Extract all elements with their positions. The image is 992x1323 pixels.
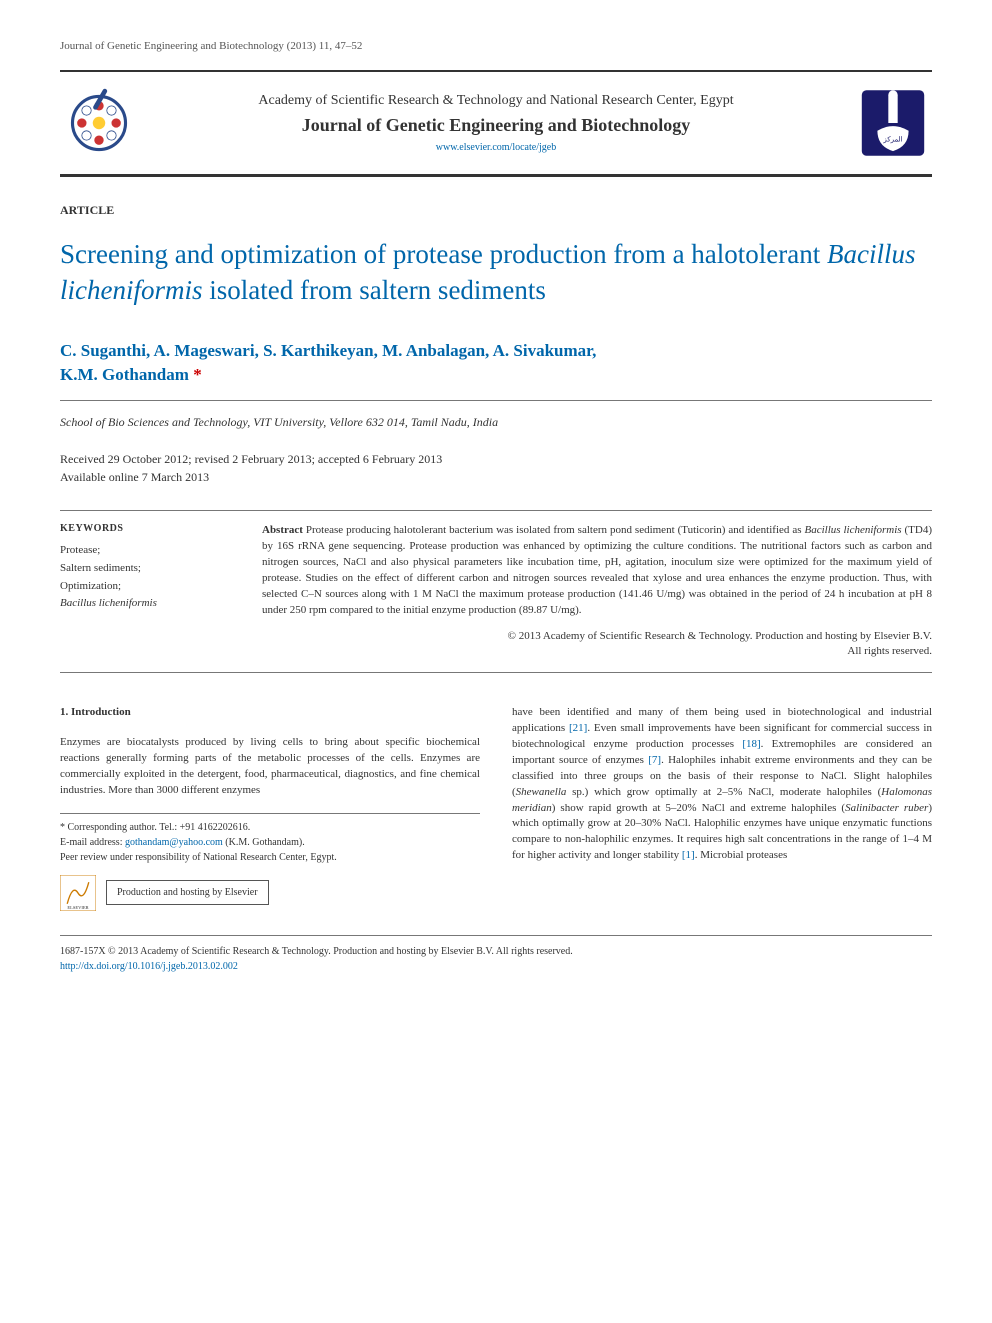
abstract-text: Protease producing halotolerant bacteriu…: [303, 524, 805, 536]
abstract-keywords-block: KEYWORDS Protease; Saltern sediments; Op…: [60, 510, 932, 672]
svg-text:المركز: المركز: [882, 136, 902, 144]
body-text: . Microbial proteases: [695, 849, 788, 861]
keywords-list: Protease; Saltern sediments; Optimizatio…: [60, 542, 230, 612]
article-type: ARTICLE: [60, 203, 932, 218]
corresponding-mark: *: [193, 365, 202, 384]
species-name: Salinibacter ruber: [845, 802, 928, 814]
keyword: Protease;: [60, 544, 100, 556]
journal-title: Journal of Genetic Engineering and Biote…: [156, 115, 836, 136]
authors-line2: K.M. Gothandam: [60, 365, 193, 384]
doi-link[interactable]: http://dx.doi.org/10.1016/j.jgeb.2013.02…: [60, 959, 932, 974]
issn-copyright-line: 1687-157X © 2013 Academy of Scientific R…: [60, 944, 932, 959]
ref-link[interactable]: [18]: [742, 738, 760, 750]
body-column-left: 1. Introduction Enzymes are biocatalysts…: [60, 705, 480, 911]
email-label: E-mail address:: [60, 837, 125, 848]
body-text: sp.) which grow optimally at 2–5% NaCl, …: [566, 786, 881, 798]
footnotes-block: * Corresponding author. Tel.: +91 416220…: [60, 813, 480, 911]
article-dates: Received 29 October 2012; revised 2 Febr…: [60, 450, 932, 486]
ref-link[interactable]: [7]: [648, 754, 661, 766]
title-part-1: Screening and optimization of protease p…: [60, 239, 827, 269]
society-logo-right: المركز: [854, 84, 932, 162]
svg-text:ELSEVIER: ELSEVIER: [67, 905, 88, 910]
dates-online: Available online 7 March 2013: [60, 470, 209, 484]
dates-received: Received 29 October 2012; revised 2 Febr…: [60, 452, 442, 466]
abstract-copyright: © 2013 Academy of Scientific Research & …: [262, 629, 932, 660]
keyword: Optimization;: [60, 580, 121, 592]
divider: [60, 400, 932, 401]
body-columns: 1. Introduction Enzymes are biocatalysts…: [60, 705, 932, 911]
publisher-heading: Academy of Scientific Research & Technol…: [156, 93, 836, 109]
email-tail: (K.M. Gothandam).: [223, 837, 305, 848]
elsevier-logo-icon: ELSEVIER: [60, 875, 96, 911]
peer-review-note: Peer review under responsibility of Nati…: [60, 850, 480, 865]
ref-link[interactable]: [21]: [569, 722, 587, 734]
paper-title: Screening and optimization of protease p…: [60, 236, 932, 309]
body-text: ) show rapid growth at 5–20% NaCl and ex…: [552, 802, 845, 814]
email-line: E-mail address: gothandam@yahoo.com (K.M…: [60, 835, 480, 850]
email-address[interactable]: gothandam@yahoo.com: [125, 837, 223, 848]
keywords-heading: KEYWORDS: [60, 523, 230, 534]
authors-line1: C. Suganthi, A. Mageswari, S. Karthikeya…: [60, 341, 596, 360]
copyright-line2: All rights reserved.: [847, 645, 932, 657]
keyword: Saltern sediments;: [60, 562, 141, 574]
abstract-label: Abstract: [262, 524, 303, 536]
keyword-species: Bacillus licheniformis: [60, 597, 157, 609]
keywords-column: KEYWORDS Protease; Saltern sediments; Op…: [60, 523, 230, 659]
authors: C. Suganthi, A. Mageswari, S. Karthikeya…: [60, 339, 932, 387]
title-part-2: isolated from saltern sediments: [203, 275, 546, 305]
body-column-right: have been identified and many of them be…: [512, 705, 932, 911]
body-paragraph: Enzymes are biocatalysts produced by liv…: [60, 735, 480, 799]
abstract-text: (TD4) by 16S rRNA gene sequencing. Prote…: [262, 524, 932, 616]
running-head: Journal of Genetic Engineering and Biote…: [60, 40, 932, 52]
copyright-line1: © 2013 Academy of Scientific Research & …: [508, 630, 932, 642]
hosting-block: ELSEVIER Production and hosting by Elsev…: [60, 875, 480, 911]
journal-url[interactable]: www.elsevier.com/locate/jgeb: [156, 142, 836, 153]
affiliation: School of Bio Sciences and Technology, V…: [60, 415, 932, 430]
species-name: Shewanella: [516, 786, 567, 798]
body-paragraph: have been identified and many of them be…: [512, 705, 932, 864]
abstract-column: Abstract Protease producing halotolerant…: [262, 523, 932, 659]
corresponding-author-note: * Corresponding author. Tel.: +91 416220…: [60, 820, 480, 835]
society-logo-left: [60, 84, 138, 162]
page-footer: 1687-157X © 2013 Academy of Scientific R…: [60, 935, 932, 974]
journal-header: Academy of Scientific Research & Technol…: [60, 70, 932, 177]
journal-header-center: Academy of Scientific Research & Technol…: [156, 93, 836, 153]
abstract-species: Bacillus licheniformis: [804, 524, 901, 536]
section-heading-intro: 1. Introduction: [60, 705, 480, 721]
hosting-text: Production and hosting by Elsevier: [106, 880, 269, 905]
ref-link[interactable]: [1]: [682, 849, 695, 861]
